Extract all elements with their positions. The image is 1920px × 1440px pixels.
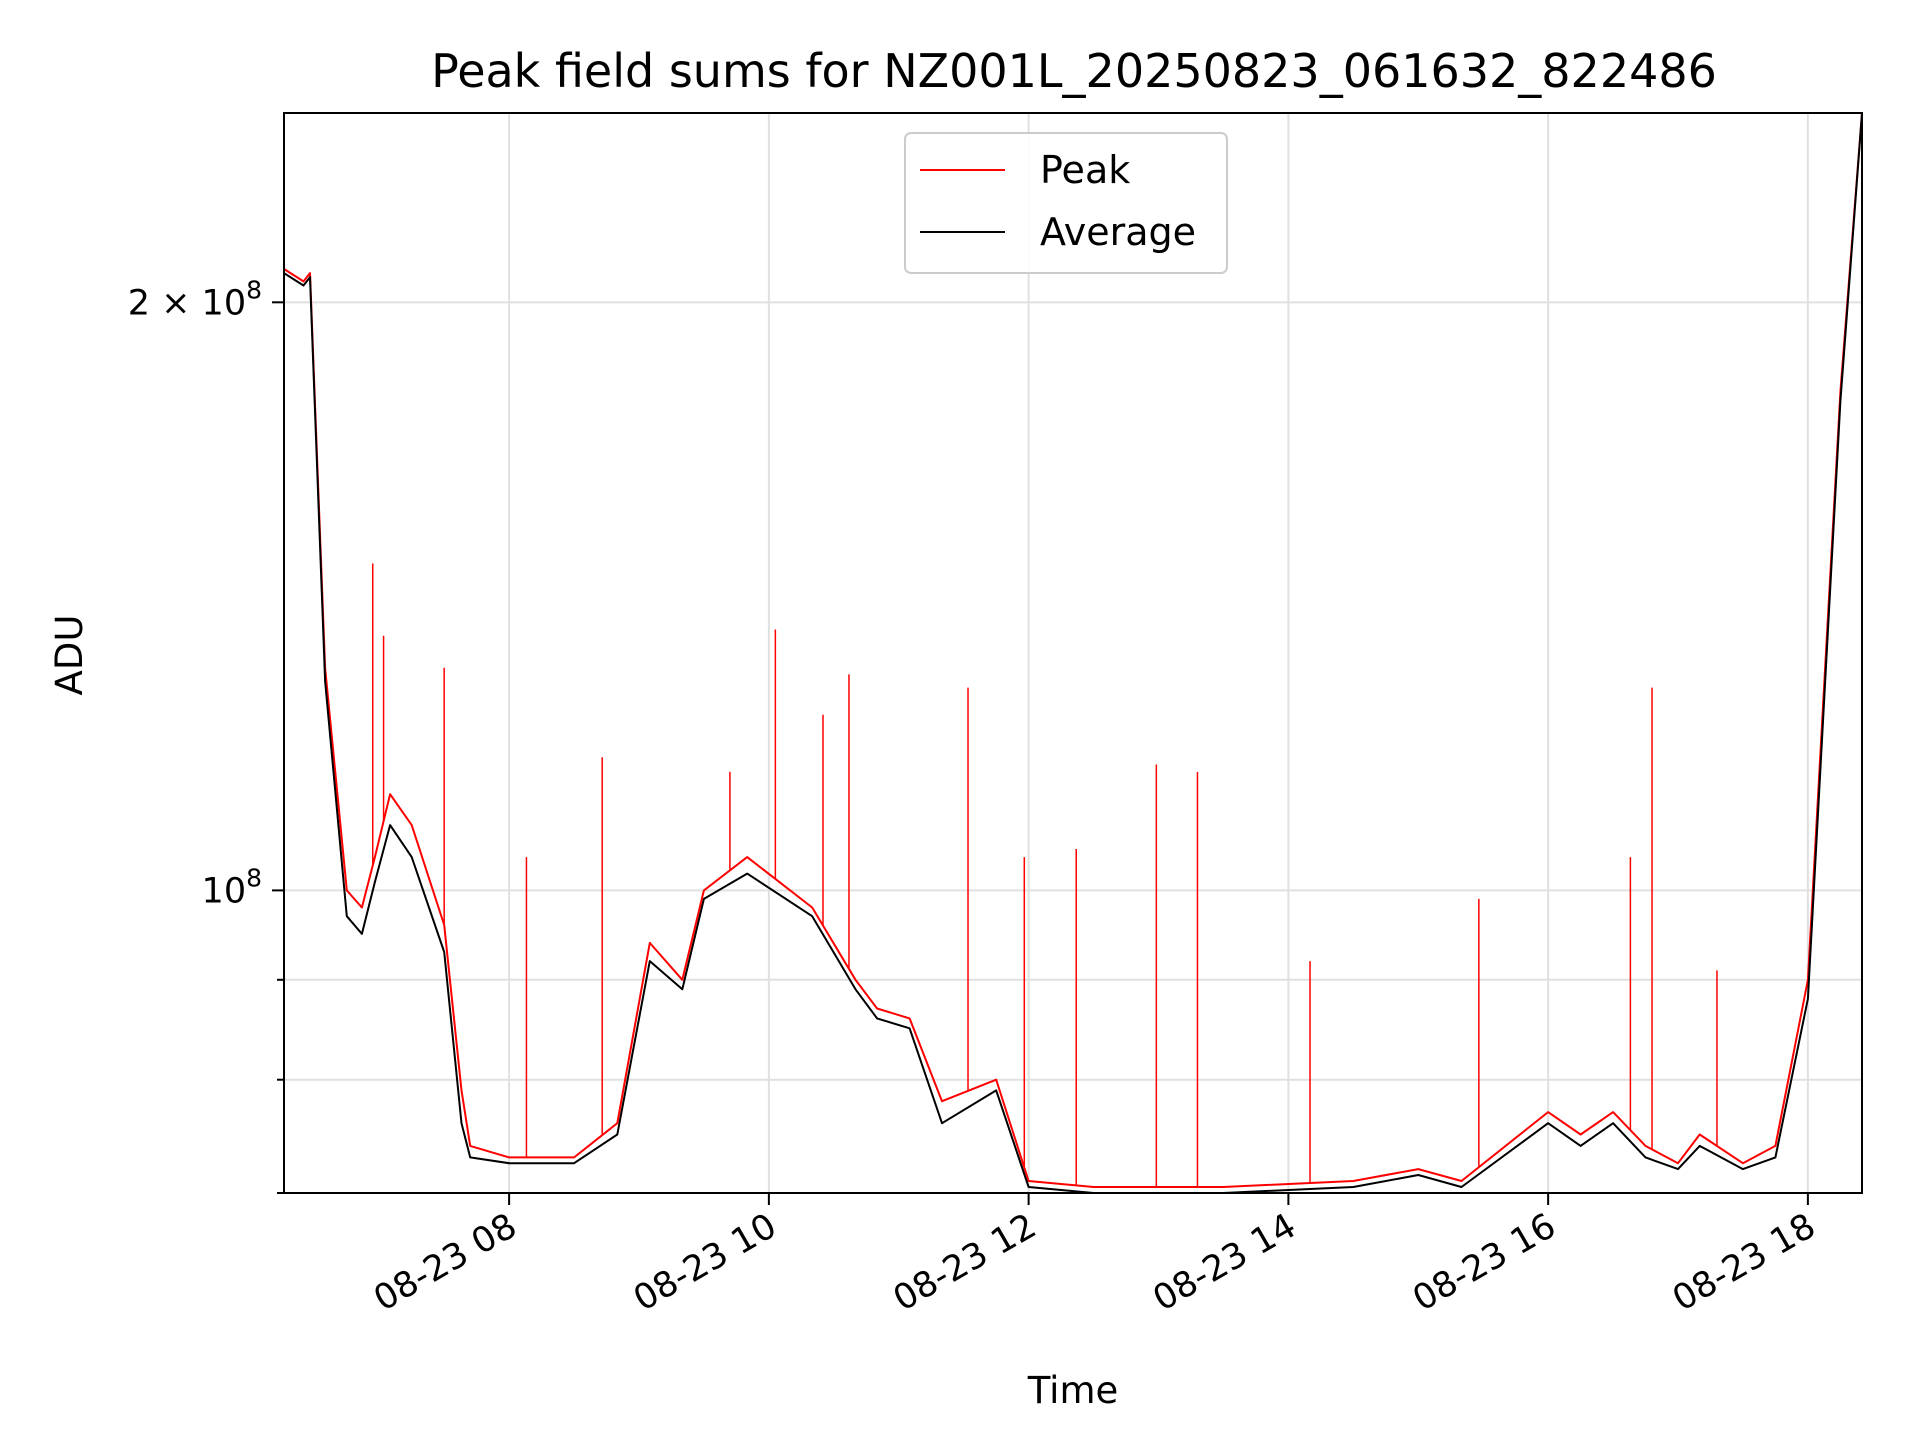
y-tick-label: 108 [202, 863, 262, 911]
y-tick-exponent: 8 [246, 275, 262, 304]
plot-area [283, 112, 1863, 1194]
axes-frame [283, 112, 1863, 1194]
grid [284, 113, 1862, 1194]
legend-box [904, 132, 1228, 274]
y-axis-label: ADU [48, 615, 91, 696]
y-tick-base: 10 [202, 871, 247, 911]
legend-label-average: Average [1040, 210, 1196, 254]
y-tick-times: × 10 [150, 283, 246, 323]
x-axis-label: Time [1027, 1369, 1119, 1412]
y-tick-exponent: 8 [246, 863, 262, 892]
series-line-peak [283, 112, 1863, 1188]
legend-label-peak: Peak [1040, 148, 1130, 192]
chart-title: Peak field sums for NZ001L_20250823_0616… [431, 44, 1717, 98]
legend: Peak Average [904, 132, 1228, 274]
y-tick-label: 2 × 108 [128, 275, 262, 323]
series-line-average [283, 112, 1863, 1194]
y-tick-mantissa: 2 [128, 283, 150, 323]
